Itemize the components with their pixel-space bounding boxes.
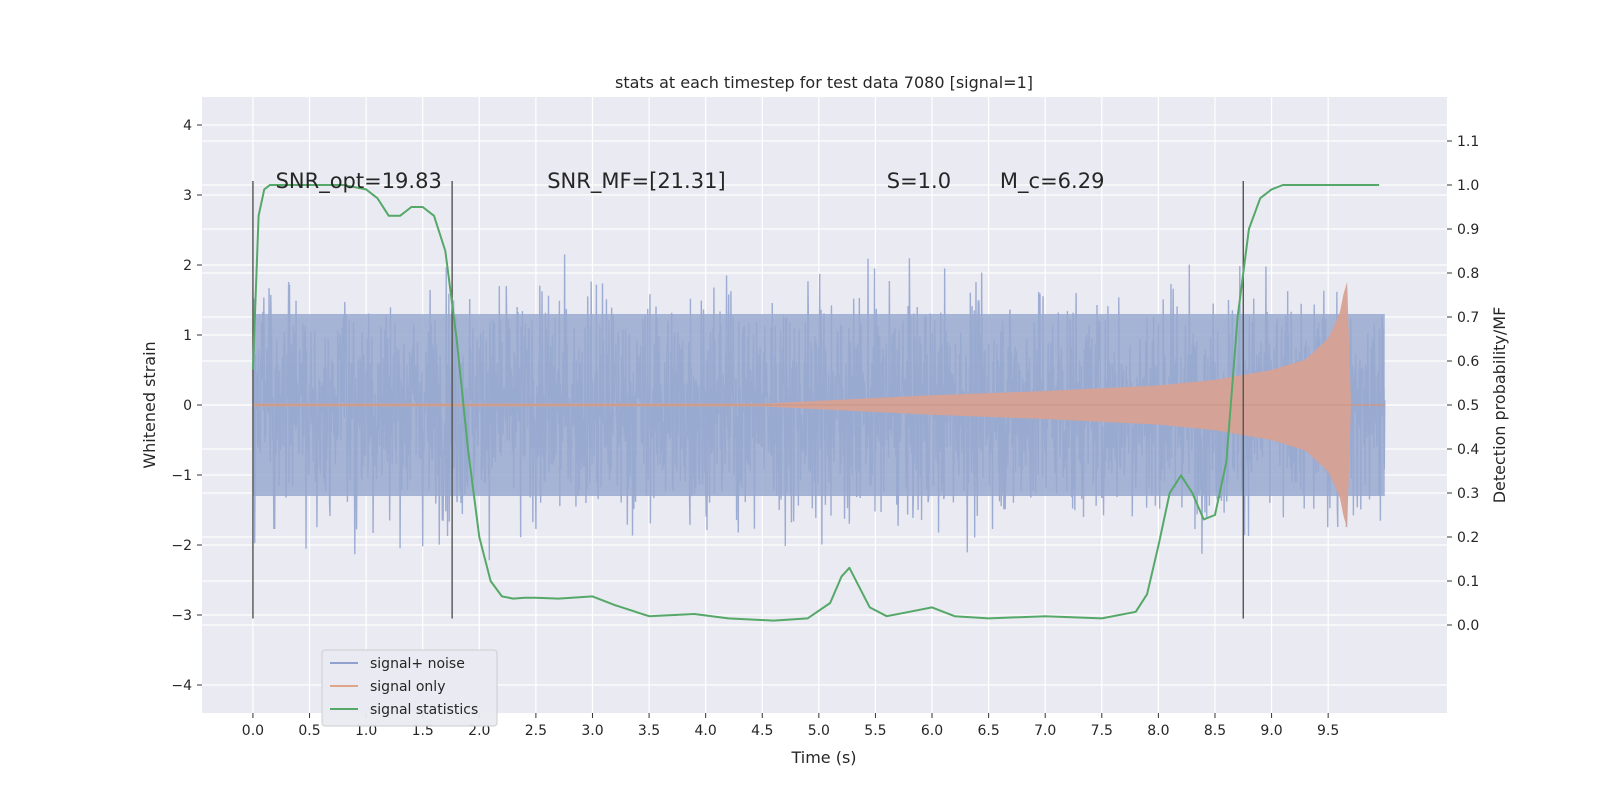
y-tick-label: −3 [171, 608, 192, 624]
chart-title: stats at each timestep for test data 708… [615, 73, 1033, 92]
legend-label-signal-statistics: signal statistics [370, 702, 478, 718]
y-right-tick-label: 0.3 [1457, 486, 1479, 502]
y-tick-label: 4 [183, 118, 192, 134]
y-axis-label: Whitened strain [140, 341, 159, 468]
x-tick-label: 7.0 [1034, 723, 1056, 739]
y-right-tick-label: 0.8 [1457, 266, 1479, 282]
legend-label-signal-only: signal only [370, 679, 445, 695]
x-tick-label: 1.0 [355, 723, 377, 739]
x-tick-label: 0.5 [298, 723, 320, 739]
y-right-tick-label: 0.1 [1457, 574, 1479, 590]
legend-box [321, 649, 498, 727]
y-right-axis-label: Detection probability/MF [1490, 307, 1509, 504]
y-right-tick-label: 0.4 [1457, 442, 1479, 458]
annotation-text: SNR_opt=19.83 [276, 169, 442, 194]
y-tick-label: −1 [171, 468, 192, 484]
x-tick-label: 6.0 [921, 723, 943, 739]
x-tick-label: 3.0 [581, 723, 603, 739]
y-tick-label: 3 [183, 188, 192, 204]
signal-statistics-line [251, 184, 1380, 622]
annotation-text: SNR_MF=[21.31] [547, 169, 725, 194]
annotation-text: M_c=6.29 [1000, 169, 1105, 194]
x-tick-label: 5.0 [808, 723, 830, 739]
x-tick-label: 9.5 [1317, 723, 1339, 739]
annotations: SNR_opt=19.83 SNR_MF=[21.31] S=1.0 M_c=6.29 [276, 169, 1105, 194]
x-tick-label: 4.5 [751, 723, 773, 739]
y-tick-label: −2 [171, 538, 192, 554]
series-signal-only [252, 281, 1385, 529]
y-right-tick-label: 0.2 [1457, 530, 1479, 546]
y-tick-label: 2 [183, 258, 192, 274]
x-tick-label: 5.5 [864, 723, 886, 739]
x-tick-label: 7.5 [1091, 723, 1113, 739]
x-axis-label: Time (s) [790, 748, 856, 767]
y-tick-label: 0 [183, 398, 192, 414]
vertical-markers [252, 181, 1244, 619]
y-right-tick-label: 1.1 [1457, 134, 1479, 150]
x-tick-label: 0.0 [242, 723, 264, 739]
x-tick-label: 2.5 [525, 723, 547, 739]
x-tick-label: 4.0 [695, 723, 717, 739]
y-right-tick-label: 0.9 [1457, 222, 1479, 238]
series-layer [251, 181, 1386, 622]
y-right-tick-label: 0.6 [1457, 354, 1479, 370]
y-right-tick-label: 0.0 [1457, 618, 1479, 634]
y-tick-label: 1 [183, 328, 192, 344]
x-tick-label: 2.0 [468, 723, 490, 739]
x-tick-label: 9.0 [1260, 723, 1282, 739]
x-tick-label: 8.5 [1204, 723, 1226, 739]
y-tick-label: −4 [171, 678, 192, 694]
series-signal-statistics [251, 184, 1380, 622]
x-tick-label: 3.5 [638, 723, 660, 739]
x-tick-label: 1.5 [412, 723, 434, 739]
ticks: 0.0 0.5 1.0 1.5 2.0 2.5 3.0 3.5 4.0 4.5 5.0 5.5 6.0 6… [171, 118, 1479, 739]
legend-label-signal-plus-noise: signal+ noise [370, 656, 465, 672]
x-tick-label: 8.0 [1147, 723, 1169, 739]
legend: signal+ noise signal only signal statist… [321, 649, 498, 727]
y-right-tick-label: 0.5 [1457, 398, 1479, 414]
annotation-text: S=1.0 [887, 169, 951, 193]
y-right-tick-label: 1.0 [1457, 178, 1479, 194]
y-right-tick-label: 0.7 [1457, 310, 1479, 326]
x-tick-label: 6.5 [977, 723, 999, 739]
